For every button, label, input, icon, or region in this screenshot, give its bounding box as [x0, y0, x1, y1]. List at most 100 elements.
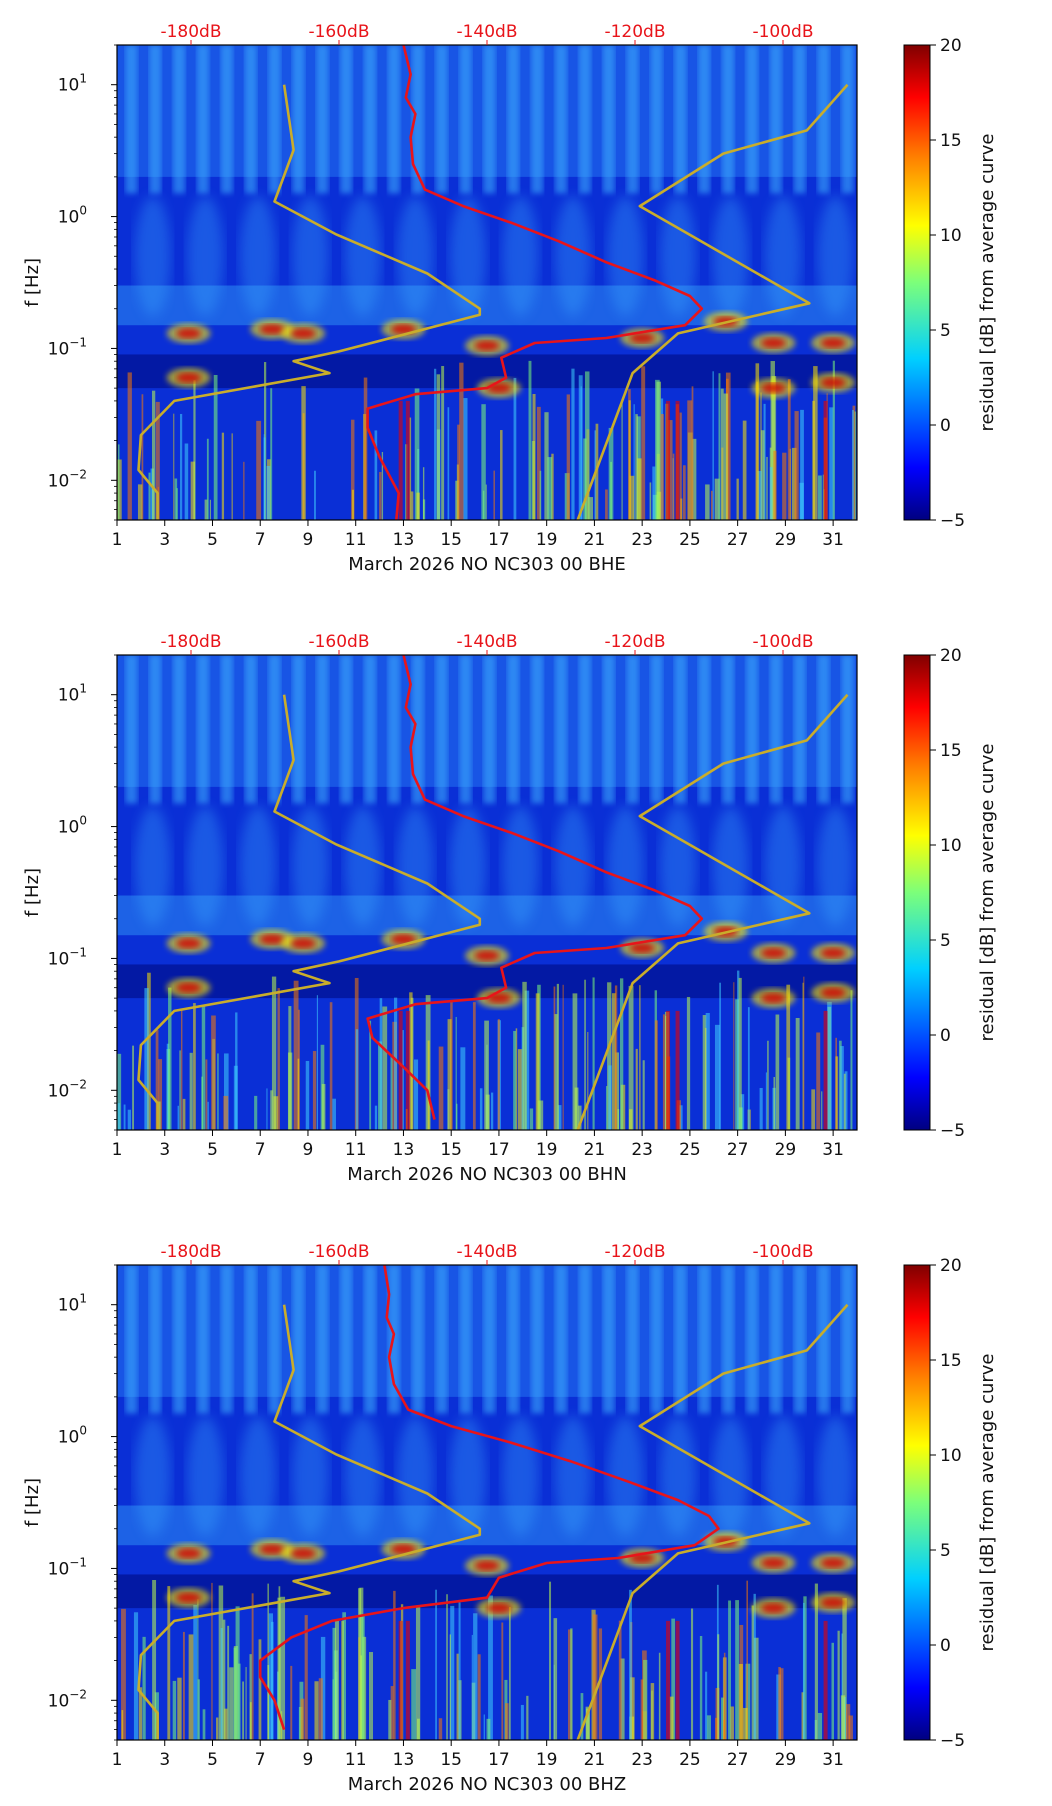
- colorbar-tick-label: 0: [940, 416, 951, 436]
- x-tick-label: 29: [775, 1750, 797, 1770]
- top-db-tick-label: -180dB: [160, 22, 221, 42]
- x-tick-label: 7: [255, 530, 266, 550]
- x-axis-label: March 2026 NO NC303 00 BHE: [348, 554, 625, 575]
- series-nhnm-line: [576, 693, 849, 1130]
- x-tick-label: 13: [393, 1140, 415, 1160]
- series-average-line: [258, 1265, 720, 1731]
- colorbar: [903, 654, 931, 1131]
- x-tick-label: 1: [112, 1140, 123, 1160]
- x-tick-label: 9: [303, 530, 314, 550]
- top-db-tick-label: -140dB: [456, 632, 517, 652]
- top-db-tick-label: -180dB: [160, 1242, 221, 1262]
- top-db-tick-label: -100dB: [752, 632, 813, 652]
- x-tick-label: 13: [393, 530, 415, 550]
- x-tick-label: 7: [255, 1140, 266, 1160]
- colorbar-tick-label: −5: [940, 1731, 965, 1751]
- colorbar-label: residual [dB] from average curve: [977, 133, 998, 431]
- top-db-tick-label: -120dB: [604, 22, 665, 42]
- x-tick-label: 31: [822, 1140, 844, 1160]
- x-tick-label: 15: [440, 1750, 462, 1770]
- x-tick-label: 19: [536, 1750, 558, 1770]
- x-tick-label: 11: [345, 1750, 367, 1770]
- colorbar-tick-label: 15: [940, 741, 962, 761]
- top-db-tick-label: -120dB: [604, 1242, 665, 1262]
- top-db-tick-label: -100dB: [752, 1242, 813, 1262]
- top-db-tick-label: -160dB: [308, 22, 369, 42]
- y-tick-label: 10−2: [48, 1687, 87, 1711]
- top-db-tick-label: -180dB: [160, 632, 221, 652]
- x-tick-label: 5: [207, 1140, 218, 1160]
- colorbar-label: residual [dB] from average curve: [977, 743, 998, 1041]
- x-tick-label: 29: [775, 1140, 797, 1160]
- x-tick-label: 3: [159, 1140, 170, 1160]
- series-nlnm-line: [137, 84, 482, 520]
- y-axis-label: f [Hz]: [22, 868, 43, 917]
- x-tick-label: 23: [631, 530, 653, 550]
- x-tick-label: 25: [679, 1750, 701, 1770]
- x-tick-label: 27: [727, 530, 749, 550]
- y-tick-label: 100: [58, 814, 87, 838]
- colorbar-tick-label: −5: [940, 511, 965, 531]
- x-tick-label: 17: [488, 530, 510, 550]
- x-tick-label: 25: [679, 1140, 701, 1160]
- y-axis-label: f [Hz]: [22, 1478, 43, 1527]
- x-tick-label: 15: [440, 530, 462, 550]
- x-tick-label: 13: [393, 1750, 415, 1770]
- y-axis-label: f [Hz]: [22, 258, 43, 307]
- colorbar-tick-label: 0: [940, 1636, 951, 1656]
- x-tick-label: 23: [631, 1750, 653, 1770]
- x-tick-label: 31: [822, 1750, 844, 1770]
- x-tick-label: 21: [584, 530, 606, 550]
- colorbar-tick-label: 10: [940, 226, 962, 246]
- top-db-tick-label: -160dB: [308, 632, 369, 652]
- x-tick-label: 29: [775, 530, 797, 550]
- colorbar-tick-label: 5: [940, 321, 951, 341]
- series-nhnm-line: [576, 1303, 849, 1740]
- top-db-tick-label: -140dB: [456, 22, 517, 42]
- colorbar-tick-label: −5: [940, 1121, 965, 1141]
- y-tick-label: 100: [58, 1424, 87, 1448]
- y-tick-label: 101: [58, 682, 87, 706]
- x-tick-label: 23: [631, 1140, 653, 1160]
- spectrogram-image: [117, 45, 857, 520]
- x-tick-label: 1: [112, 1750, 123, 1770]
- x-tick-label: 11: [345, 1140, 367, 1160]
- x-tick-label: 7: [255, 1750, 266, 1770]
- series-nlnm-line: [137, 694, 482, 1130]
- series-average-line: [366, 655, 704, 1120]
- x-tick-label: 9: [303, 1140, 314, 1160]
- colorbar-tick-label: 20: [940, 36, 962, 56]
- y-tick-label: 101: [58, 72, 87, 96]
- y-tick-label: 101: [58, 1292, 87, 1316]
- colorbar-tick-label: 10: [940, 836, 962, 856]
- series-nlnm-line: [137, 1304, 482, 1740]
- colorbar-tick-label: 5: [940, 1541, 951, 1561]
- y-tick-label: 10−1: [48, 945, 87, 969]
- colorbar: [903, 1264, 931, 1741]
- x-tick-label: 9: [303, 1750, 314, 1770]
- series-nhnm-line: [576, 83, 849, 520]
- x-tick-label: 11: [345, 530, 367, 550]
- colorbar-tick-label: 15: [940, 1351, 962, 1371]
- x-tick-label: 21: [584, 1140, 606, 1160]
- top-db-tick-label: -100dB: [752, 22, 813, 42]
- colorbar-tick-label: 20: [940, 646, 962, 666]
- x-tick-label: 27: [727, 1750, 749, 1770]
- x-tick-label: 17: [488, 1140, 510, 1160]
- x-tick-label: 25: [679, 530, 701, 550]
- top-db-tick-label: -140dB: [456, 1242, 517, 1262]
- x-tick-label: 21: [584, 1750, 606, 1770]
- top-db-tick-label: -120dB: [604, 632, 665, 652]
- x-tick-label: 3: [159, 530, 170, 550]
- colorbar-tick-label: 5: [940, 931, 951, 951]
- series-average-line: [366, 45, 704, 520]
- spectrogram-image: [117, 1265, 857, 1740]
- x-tick-label: 19: [536, 530, 558, 550]
- x-axis-label: March 2026 NO NC303 00 BHN: [347, 1164, 627, 1185]
- colorbar-tick-label: 0: [940, 1026, 951, 1046]
- x-tick-label: 3: [159, 1750, 170, 1770]
- x-tick-label: 19: [536, 1140, 558, 1160]
